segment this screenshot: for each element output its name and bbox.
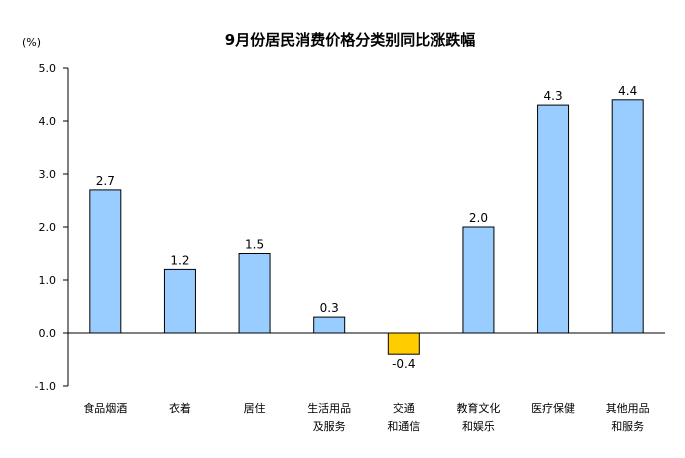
y-tick-label: 5.0	[39, 62, 57, 75]
y-tick-label: 0.0	[39, 327, 57, 340]
bar	[89, 189, 122, 334]
x-tick-label: 居住	[244, 401, 266, 415]
bar	[163, 268, 196, 334]
data-label: 4.4	[618, 84, 637, 98]
y-tick-label: 4.0	[39, 115, 57, 128]
bar	[238, 253, 271, 334]
y-tick-label: -1.0	[35, 380, 56, 393]
bar	[462, 226, 495, 334]
y-tick-label: 2.0	[39, 221, 57, 234]
y-axis-unit: (%)	[22, 36, 41, 49]
plot-area: 5.0 4.0 3.0 2.0 1.0 0.0 -1.0 2.7 食品烟酒 1.2 衣着 1.5 居住 0…	[35, 62, 665, 433]
x-tick-label: 和娱乐	[462, 419, 495, 433]
y-tick-label: 1.0	[39, 274, 57, 287]
data-label: 2.7	[96, 174, 115, 188]
bar	[611, 99, 644, 334]
data-label: -0.4	[392, 357, 415, 371]
data-label: 1.2	[170, 253, 189, 267]
data-label: 0.3	[320, 301, 339, 315]
x-tick-label: 生活用品	[307, 401, 351, 415]
x-tick-label: 及服务	[313, 420, 346, 433]
data-label: 2.0	[469, 211, 488, 225]
bar	[313, 316, 346, 334]
x-tick-label: 食品烟酒	[83, 401, 127, 415]
chart-title: 9月份居民消费价格分类别同比涨跌幅	[225, 31, 475, 49]
x-tick-label: 其他用品	[606, 402, 650, 415]
bar	[387, 332, 420, 355]
x-tick-label: 教育文化	[456, 401, 500, 415]
data-label: 4.3	[544, 89, 563, 103]
x-tick-label: 交通	[393, 401, 415, 415]
data-label: 1.5	[245, 238, 264, 252]
x-tick-label: 医疗保健	[531, 401, 575, 415]
x-tick-label: 和服务	[611, 420, 644, 433]
bar	[537, 104, 570, 334]
x-tick-label: 衣着	[169, 401, 191, 415]
y-tick-label: 3.0	[39, 168, 57, 181]
x-tick-label: 和通信	[387, 420, 420, 433]
